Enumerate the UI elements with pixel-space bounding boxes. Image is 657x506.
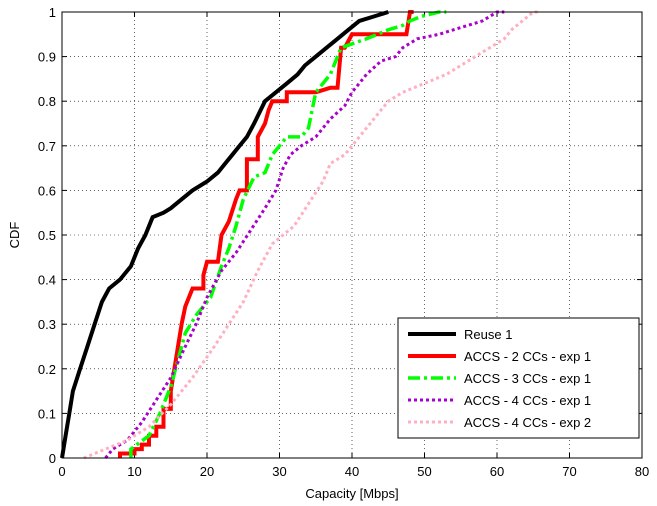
- series-line-4: [104, 10, 505, 459]
- y-tick-label: 0.5: [38, 228, 56, 243]
- legend-label: Reuse 1: [464, 327, 512, 342]
- y-tick-label: 0.8: [38, 94, 56, 109]
- legend: Reuse 1 ACCS - 2 CCs - exp 1 ACCS - 3 CCs …: [397, 317, 640, 439]
- series-lines: [60, 10, 541, 460]
- x-tick-label: 20: [200, 464, 214, 479]
- y-tick-label: 0.2: [38, 362, 56, 377]
- y-tick-label: 0.7: [38, 139, 56, 154]
- y-tick-label: 0.4: [38, 273, 56, 288]
- y-tick-label: 1: [49, 5, 56, 20]
- y-tick-label: 0.3: [38, 317, 56, 332]
- y-tick-label: 0.1: [38, 406, 56, 421]
- series-line-3: [129, 10, 447, 458]
- x-tick-label: 30: [272, 464, 286, 479]
- legend-label: ACCS - 2 CCs - exp 1: [464, 349, 591, 364]
- series-line-5: [83, 10, 541, 460]
- legend-label: ACCS - 3 CCs - exp 1: [464, 371, 591, 386]
- x-tick-label: 0: [58, 464, 65, 479]
- series-line-1: [60, 10, 389, 459]
- x-axis-label: Capacity [Mbps]: [305, 486, 398, 501]
- x-tick-label: 10: [127, 464, 141, 479]
- y-tick-label: 0.6: [38, 183, 56, 198]
- y-axis-label: CDF: [7, 222, 22, 249]
- x-tick-label: 80: [635, 464, 649, 479]
- x-tick-label: 70: [562, 464, 576, 479]
- x-tick-label: 60: [490, 464, 504, 479]
- legend-label: ACCS - 4 CCs - exp 2: [464, 415, 591, 430]
- ticks: [61, 11, 643, 459]
- x-tick-label: 40: [345, 464, 359, 479]
- tick-labels: 0 10 20 30 40 50 60 70 80 0 0.1 0.2 0.3 0.4 0.5 0.6 0.7 0…: [38, 5, 649, 479]
- plot-frame: [61, 11, 643, 459]
- y-tick-label: 0: [49, 451, 56, 466]
- series-line-2: [118, 10, 414, 458]
- y-tick-label: 0.9: [38, 50, 56, 65]
- legend-label: ACCS - 4 CCs - exp 1: [464, 393, 591, 408]
- x-tick-label: 50: [417, 464, 431, 479]
